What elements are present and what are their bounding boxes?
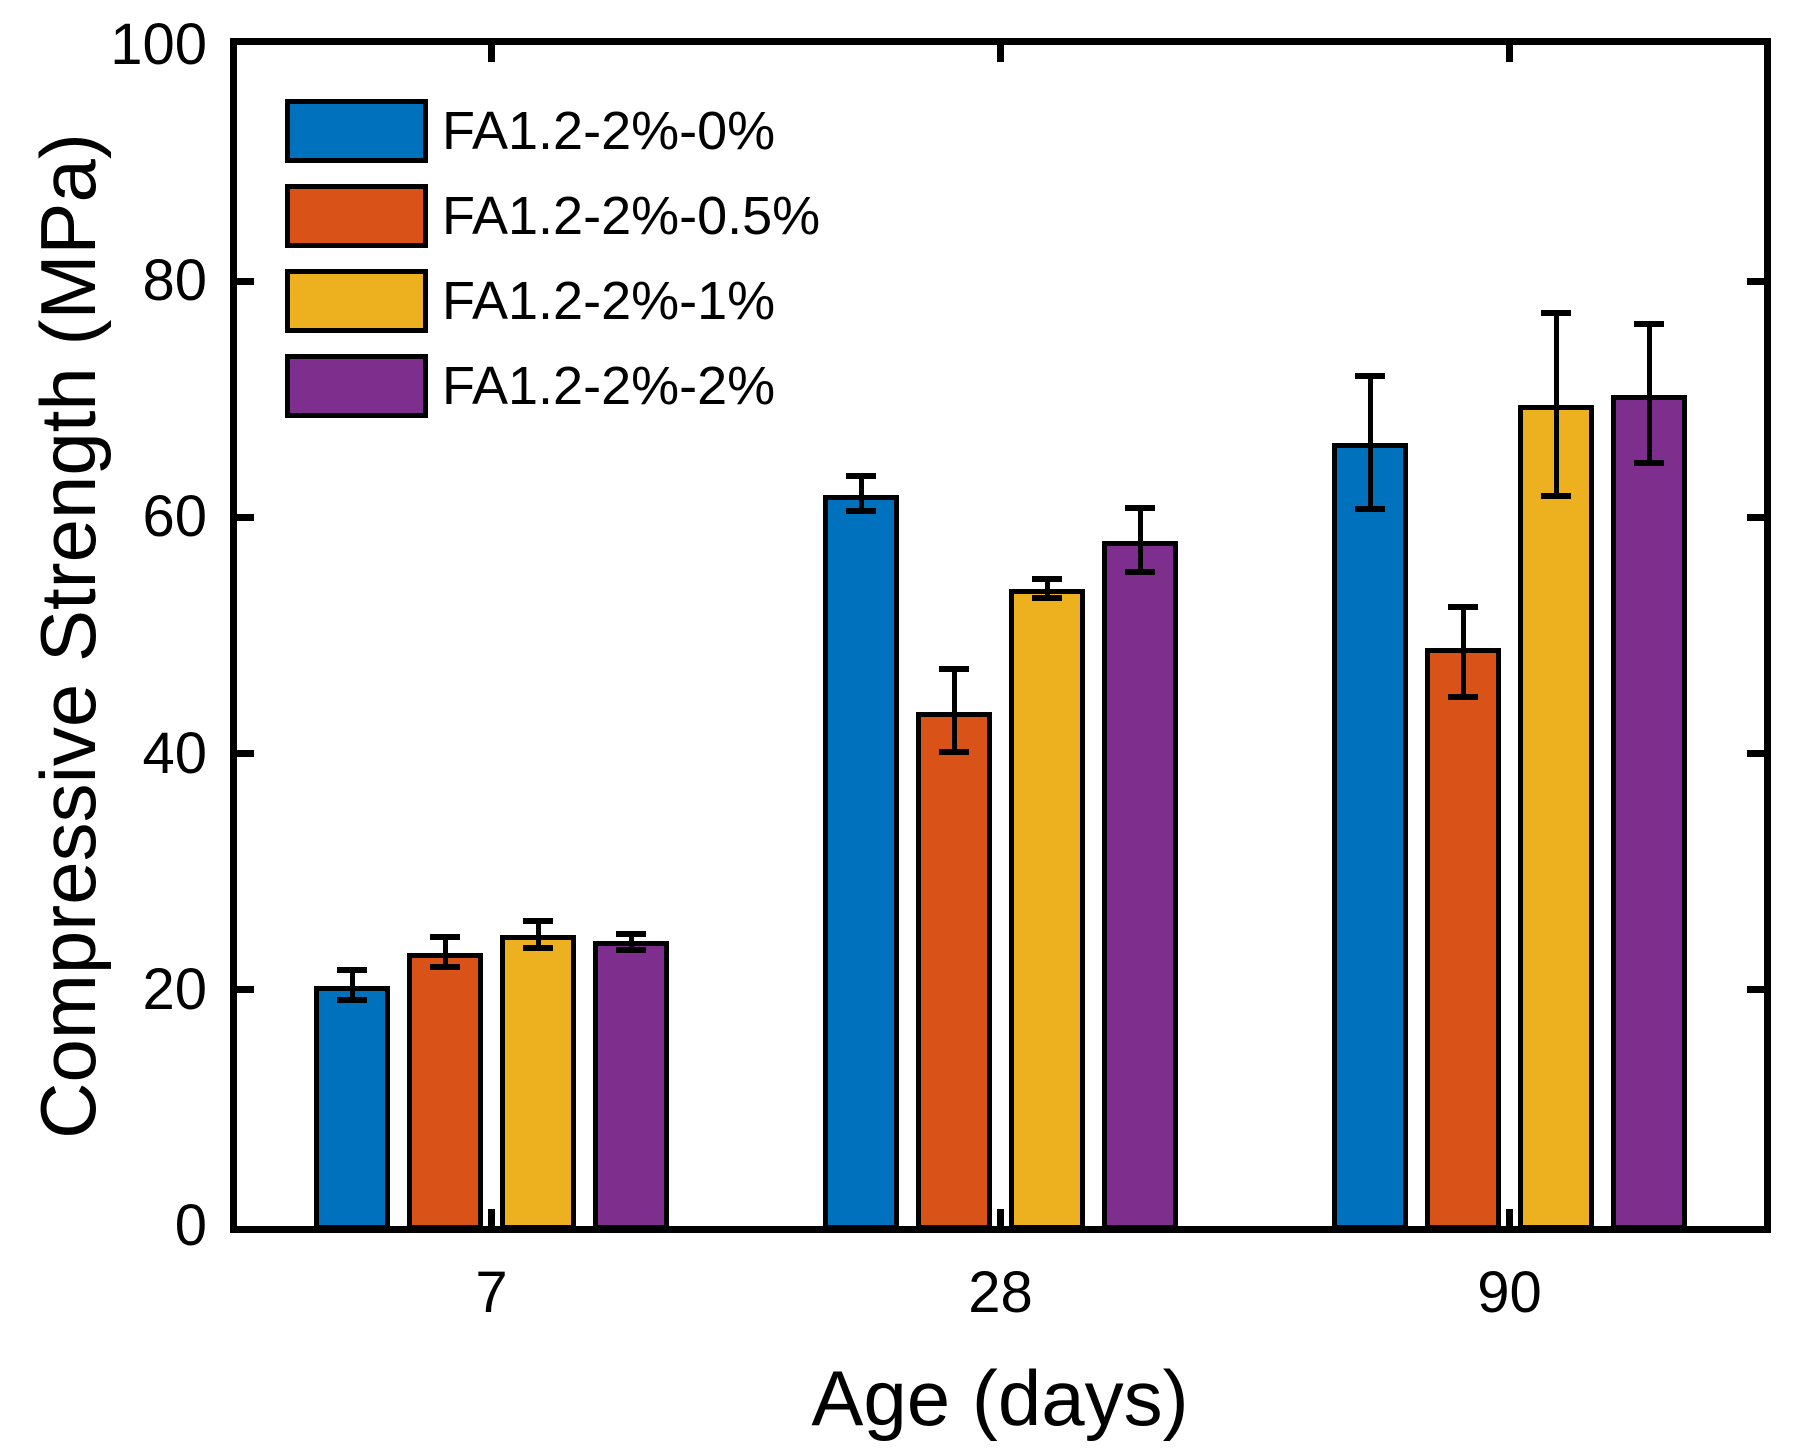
error-bar-line [1367, 375, 1373, 510]
bar [1611, 394, 1687, 1230]
error-bar-cap-bottom [1355, 506, 1385, 513]
y-tick-mark-left [237, 277, 254, 285]
bar [593, 941, 669, 1230]
legend-label: FA1.2-2%-0% [442, 101, 776, 161]
error-bar-cap-bottom [939, 749, 969, 756]
error-bar-line [1460, 607, 1466, 697]
error-bar-cap-bottom [1125, 568, 1155, 575]
error-bar-cap-bottom [523, 945, 553, 952]
error-bar-cap-top [1634, 320, 1664, 327]
legend-swatch [285, 354, 428, 418]
error-bar-line [1553, 313, 1559, 497]
error-bar-cap-bottom [1032, 594, 1062, 601]
error-bar-cap-top [939, 665, 969, 672]
y-axis-label: Compressive Strength (MPa) [24, 133, 112, 1139]
legend-item: FA1.2-2%-0% [285, 99, 820, 163]
error-bar-cap-bottom [1448, 693, 1478, 700]
error-bar-cap-bottom [1634, 460, 1664, 467]
legend-label: FA1.2-2%-0.5% [442, 186, 821, 246]
bar [1009, 589, 1085, 1230]
error-bar-cap-bottom [616, 946, 646, 953]
legend-label: FA1.2-2%-2% [442, 356, 776, 416]
error-bar-cap-top [1541, 310, 1571, 317]
legend-swatch [285, 184, 428, 248]
bar [407, 953, 483, 1230]
x-tick-label: 28 [968, 1260, 1033, 1325]
x-tick-label: 90 [1477, 1260, 1542, 1325]
legend-label: FA1.2-2%-1% [442, 271, 776, 331]
error-bar-cap-top [1355, 372, 1385, 379]
x-tick-mark-top [488, 45, 495, 62]
y-tick-label: 40 [142, 720, 207, 786]
x-tick-mark-bottom [1506, 1209, 1513, 1226]
error-bar-cap-bottom [846, 508, 876, 515]
legend-item: FA1.2-2%-2% [285, 354, 820, 418]
x-tick-mark-bottom [997, 1209, 1004, 1226]
error-bar-line [628, 934, 634, 950]
x-axis-label: Age (days) [811, 1354, 1189, 1442]
y-tick-label: 60 [142, 484, 207, 550]
y-tick-mark-left [237, 513, 254, 521]
error-bar-line [1137, 507, 1143, 572]
y-tick-label: 80 [142, 248, 207, 314]
error-bar-cap-top [523, 918, 553, 925]
bar [1332, 442, 1408, 1230]
error-bar-line [858, 476, 864, 512]
legend-item: FA1.2-2%-1% [285, 269, 820, 333]
y-tick-label: 100 [110, 12, 207, 77]
error-bar-cap-top [616, 931, 646, 938]
y-tick-mark-right [1747, 986, 1764, 994]
error-bar-cap-top [430, 933, 460, 940]
bar [1425, 648, 1501, 1230]
y-tick-label: 20 [142, 956, 207, 1022]
y-tick-mark-left [237, 986, 254, 994]
bar [823, 494, 899, 1230]
y-tick-mark-right [1747, 513, 1764, 521]
error-bar-cap-top [1125, 504, 1155, 511]
error-bar-cap-bottom [1541, 493, 1571, 500]
legend-item: FA1.2-2%-0.5% [285, 184, 820, 248]
error-bar-cap-top [846, 473, 876, 480]
bar [916, 712, 992, 1230]
bar [314, 986, 390, 1230]
error-bar-line [349, 969, 355, 1001]
y-tick-label: 0 [174, 1193, 207, 1258]
bar [500, 935, 576, 1230]
error-bar-cap-bottom [337, 997, 367, 1004]
bar [1102, 541, 1178, 1230]
error-bar-cap-top [337, 966, 367, 973]
bar [1518, 405, 1594, 1230]
legend-swatch [285, 99, 428, 163]
x-tick-mark-top [1506, 45, 1513, 62]
y-tick-mark-right [1747, 750, 1764, 758]
legend: FA1.2-2%-0% FA1.2-2%-0.5% FA1.2-2%-1% FA1.2… [285, 99, 820, 439]
error-bar-line [1646, 323, 1652, 464]
y-tick-mark-left [237, 750, 254, 758]
error-bar-line [951, 668, 957, 753]
error-bar-line [535, 921, 541, 949]
x-tick-mark-top [997, 45, 1004, 62]
x-tick-mark-bottom [488, 1209, 495, 1226]
y-tick-mark-right [1747, 277, 1764, 285]
x-tick-label: 7 [475, 1260, 508, 1325]
error-bar-line [1044, 578, 1050, 598]
legend-swatch [285, 269, 428, 333]
error-bar-cap-top [1032, 575, 1062, 582]
error-bar-cap-top [1448, 604, 1478, 611]
error-bar-cap-bottom [430, 964, 460, 971]
error-bar-line [442, 936, 448, 968]
